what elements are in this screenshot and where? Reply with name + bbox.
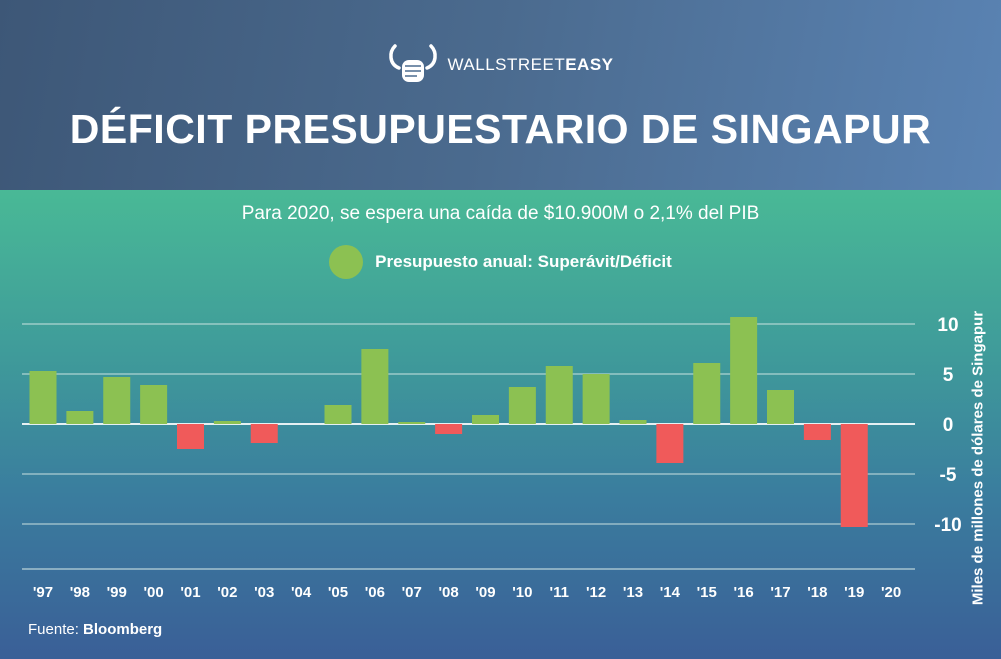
source-note: Fuente: Bloomberg xyxy=(28,621,162,638)
bar xyxy=(840,424,868,527)
x-tick-label: '19 xyxy=(844,584,864,601)
bar xyxy=(472,415,499,424)
x-tick-label: '06 xyxy=(365,584,385,601)
x-tick-label: '15 xyxy=(697,584,717,601)
bar xyxy=(656,424,684,463)
bar xyxy=(177,424,204,449)
bar xyxy=(508,387,536,424)
source-name: Bloomberg xyxy=(83,621,163,638)
y-tick-label: 0 xyxy=(943,415,954,436)
x-tick-label: '20 xyxy=(881,584,901,601)
x-tick-label: '09 xyxy=(475,584,495,601)
y-tick-label: -10 xyxy=(934,515,961,536)
x-tick-label: '18 xyxy=(807,584,827,601)
bar xyxy=(619,420,647,424)
x-tick-label: '10 xyxy=(512,584,532,601)
x-tick-label: '99 xyxy=(107,584,127,601)
page-title: DÉFICIT PRESUPUESTARIO DE SINGAPUR xyxy=(69,106,932,152)
x-tick-label: '08 xyxy=(438,584,458,601)
x-tick-label: '04 xyxy=(291,584,312,601)
x-tick-label: '98 xyxy=(70,584,90,601)
bar xyxy=(250,424,278,443)
y-axis-label: Miles de millones de dólares de Singapur xyxy=(969,310,987,606)
bar xyxy=(398,422,426,424)
bar xyxy=(103,377,131,424)
bar xyxy=(545,366,573,424)
x-tick-label: '17 xyxy=(770,584,790,601)
bar xyxy=(730,317,758,424)
header-banner: WALLSTREETEASY DÉFICIT PRESUPUESTARIO DE… xyxy=(0,0,1001,190)
bar xyxy=(29,371,57,424)
source-prefix: Fuente: xyxy=(28,621,84,638)
brand-name: WALLSTREETEASY xyxy=(447,55,613,75)
x-tick-label: '02 xyxy=(217,584,237,601)
x-tick-label: '97 xyxy=(33,584,53,601)
x-tick-label: '12 xyxy=(586,584,606,601)
y-tick-label: -5 xyxy=(940,465,957,486)
bar xyxy=(213,421,241,424)
y-tick-label: 10 xyxy=(937,315,958,336)
bar xyxy=(66,411,94,424)
bar xyxy=(693,363,721,424)
x-tick-label: '01 xyxy=(180,584,200,601)
brand-light-text: WALLSTREET xyxy=(447,55,566,74)
bar xyxy=(803,424,831,440)
value-callout-label: -11 xyxy=(931,0,951,3)
bar xyxy=(361,349,389,424)
y-tick-label: 5 xyxy=(943,365,954,386)
x-tick-label: '03 xyxy=(254,584,274,601)
chart-subtitle: Para 2020, se espera una caída de $10.90… xyxy=(241,203,760,224)
bull-fist-icon xyxy=(389,44,438,82)
x-tick-label: '05 xyxy=(328,584,348,601)
x-tick-label: '07 xyxy=(402,584,422,601)
bar xyxy=(582,374,610,424)
bar xyxy=(140,385,168,424)
x-tick-label: '16 xyxy=(733,584,753,601)
bar xyxy=(324,405,352,424)
legend-swatch xyxy=(329,245,364,279)
x-tick-label: '00 xyxy=(143,584,163,601)
brand-logo[interactable]: WALLSTREETEASY xyxy=(0,40,1001,90)
chart-legend: Presupuesto anual: Superávit/Déficit xyxy=(0,244,1001,280)
x-tick-label: '14 xyxy=(660,584,681,601)
x-tick-label: '11 xyxy=(550,584,569,601)
brand-bold-text: EASY xyxy=(565,55,614,74)
bar xyxy=(767,390,794,424)
legend-label: Presupuesto anual: Superávit/Déficit xyxy=(375,252,672,271)
x-tick-label: '13 xyxy=(623,584,643,601)
bar xyxy=(435,424,463,434)
